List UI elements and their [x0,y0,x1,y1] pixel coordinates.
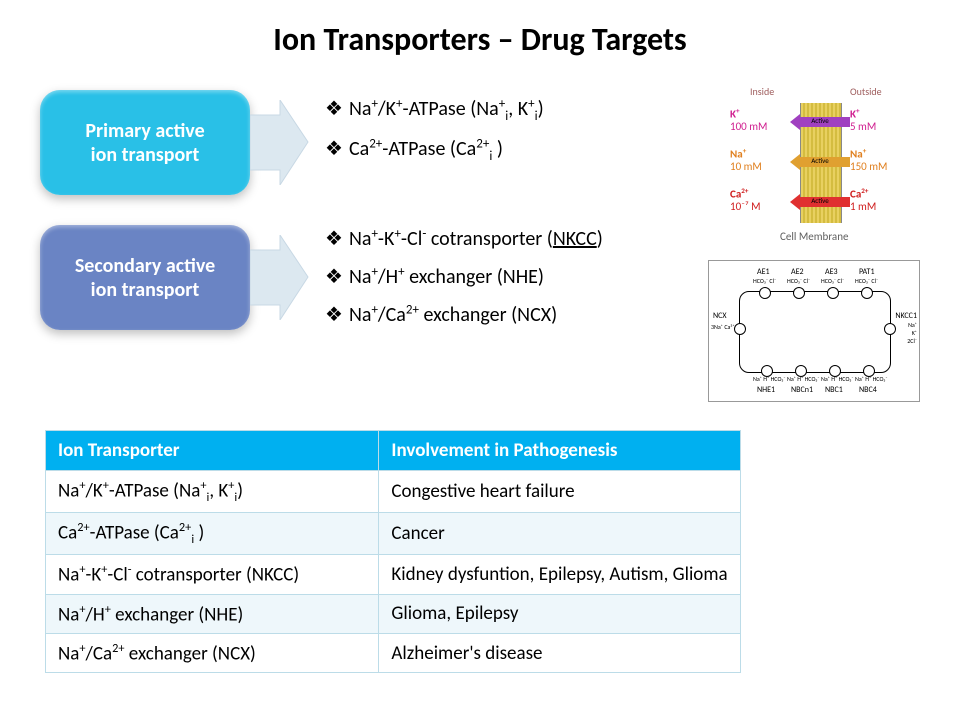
membrane-bottom-label: Cell Membrane [780,230,848,243]
schematic-bottom-label: NBC1 [825,385,843,395]
schematic-bottom-label: NBC4 [859,385,877,395]
primary-arrow-icon [250,100,310,185]
table-header-transporter: Ion Transporter [46,431,379,471]
secondary-label-1: Secondary active [75,254,215,278]
table-cell-pathogenesis: Kidney dysfuntion, Epilepsy, Autism, Gli… [379,555,740,594]
table-row: Na+-K+-Cl- cotransporter (NKCC)Kidney dy… [46,555,741,594]
membrane-outside-value: K+5 mM [850,107,876,133]
table-cell-transporter: Na+-K+-Cl- cotransporter (NKCC) [46,555,379,594]
membrane-diagram: Inside Outside K+100 mMK+5 mMActiveNa+10… [720,85,920,250]
membrane-arrow: Active [790,115,850,129]
table-row: Na+/Ca2+ exchanger (NCX) Alzheimer's dis… [46,633,741,672]
cell-outline [739,291,891,373]
secondary-arrow-icon [250,235,310,320]
table-cell-transporter: Na+/K+-ATPase (Na+i, K+i) [46,471,379,513]
bullet-item: Na+/K+-ATPase (Na+i, K+i) [325,90,544,130]
transporter-schematic: AE1HCO₃⁻ Cl⁻AE2HCO₃⁻ Cl⁻AE3HCO₃⁻ Cl⁻PAT1… [708,260,920,402]
bullet-item: Na+/Ca2+ exchanger (NCX) [325,296,603,334]
table-cell-transporter: Na+/H+ exchanger (NHE) [46,594,379,633]
schematic-right-label: NKCC1 [895,311,917,321]
membrane-outside-value: Ca2+1 mM [850,187,876,213]
membrane-inside-value: K+100 mM [730,107,767,133]
table-row: Ca2+-ATPase (Ca2+i )Cancer [46,513,741,555]
table-cell-transporter: Ca2+-ATPase (Ca2+i ) [46,513,379,555]
schematic-top-label: AE2 [791,267,804,277]
schematic-top-label: AE3 [825,267,838,277]
membrane-inside-value: Na+10 mM [730,147,762,173]
schematic-bottom-label: NBCn1 [791,385,813,395]
primary-bullets: Na+/K+-ATPase (Na+i, K+i) Ca2+-ATPase (C… [325,90,544,169]
table-cell-pathogenesis: Alzheimer's disease [379,633,740,672]
schematic-top-label: AE1 [757,267,770,277]
primary-label-2: ion transport [91,143,200,167]
table-cell-pathogenesis: Congestive heart failure [379,471,740,513]
page-title: Ion Transporters – Drug Targets [0,0,960,69]
table-row: Na+/H+ exchanger (NHE)Glioma, Epilepsy [46,594,741,633]
bullet-item: Na+-K+-Cl- cotransporter (NKCC) [325,220,603,258]
secondary-category-box: Secondary active ion transport [40,225,250,330]
table-cell-transporter: Na+/Ca2+ exchanger (NCX) [46,633,379,672]
membrane-arrow: Active [790,195,850,209]
top-section: Primary active ion transport Secondary a… [40,80,920,410]
inside-label: Inside [750,85,774,98]
membrane-arrow: Active [790,155,850,169]
pathogenesis-table: Ion Transporter Involvement in Pathogene… [45,430,741,673]
bullet-item: Ca2+-ATPase (Ca2+i ) [325,130,544,170]
secondary-bullets: Na+-K+-Cl- cotransporter (NKCC) Na+/H+ e… [325,220,603,334]
table-header-pathogenesis: Involvement in Pathogenesis [379,431,740,471]
table-cell-pathogenesis: Cancer [379,513,740,555]
table-row: Na+/K+-ATPase (Na+i, K+i)Congestive hear… [46,471,741,513]
primary-label-1: Primary active [85,119,204,143]
schematic-left-label: NCX [713,311,727,321]
membrane-inside-value: Ca2+10⁻⁷ M [730,187,761,213]
membrane-outside-value: Na+150 mM [850,147,887,173]
outside-label: Outside [850,85,882,98]
bullet-item: Na+/H+ exchanger (NHE) [325,258,603,296]
secondary-label-2: ion transport [91,278,200,302]
table-cell-pathogenesis: Glioma, Epilepsy [379,594,740,633]
schematic-bottom-label: NHE1 [757,385,775,395]
primary-category-box: Primary active ion transport [40,90,250,195]
schematic-top-label: PAT1 [859,267,875,277]
